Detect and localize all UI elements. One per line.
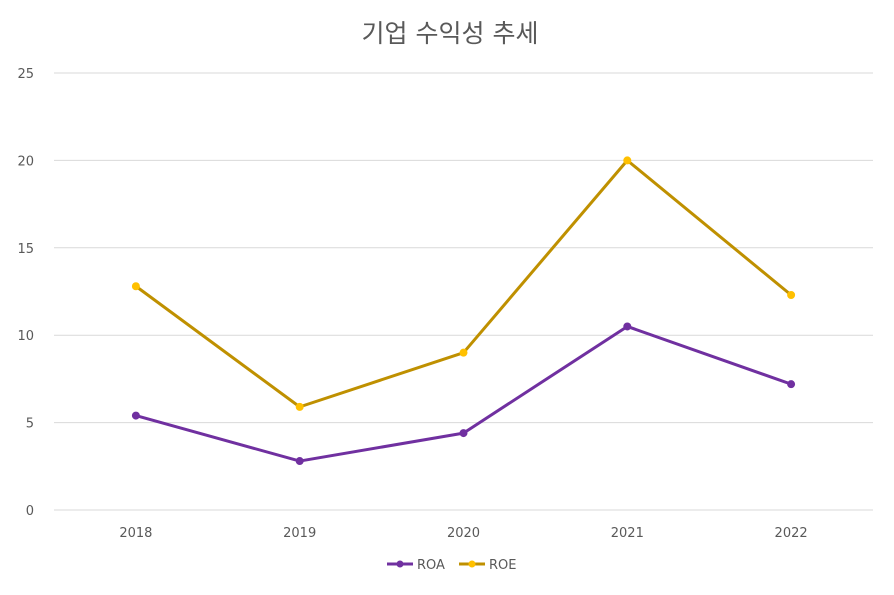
x-tick-label: 2021	[611, 526, 644, 541]
data-point-roa	[131, 411, 140, 420]
legend-label-roa: ROA	[417, 558, 445, 573]
series-lines	[131, 156, 796, 466]
data-point-roe	[623, 156, 632, 165]
y-tick-label: 10	[17, 329, 34, 344]
y-tick-label: 5	[26, 417, 34, 432]
chart-title: 기업 수익성 추세	[362, 19, 539, 48]
legend-marker-roa	[396, 560, 404, 568]
legend: ROA ROE	[387, 558, 516, 573]
data-point-roa	[459, 429, 468, 438]
x-tick-label: 2022	[775, 526, 808, 541]
x-tick-label: 2020	[447, 526, 480, 541]
y-tick-label: 0	[26, 504, 34, 519]
data-point-roe	[787, 290, 796, 299]
data-point-roa	[623, 322, 632, 331]
data-point-roe	[295, 402, 304, 411]
x-tick-label: 2019	[283, 526, 316, 541]
y-tick-label: 25	[17, 67, 34, 82]
y-axis-ticks: 0 5 10 15 20 25	[17, 67, 34, 519]
data-point-roa	[787, 380, 796, 389]
x-tick-label: 2018	[119, 526, 152, 541]
y-tick-label: 15	[17, 242, 34, 257]
legend-label-roe: ROE	[489, 558, 516, 573]
data-point-roa	[295, 457, 304, 466]
x-axis-ticks: 2018 2019 2020 2021 2022	[119, 526, 807, 541]
legend-marker-roe	[468, 560, 476, 568]
series-line-roe	[134, 158, 793, 409]
gridlines	[54, 72, 873, 511]
y-tick-label: 20	[17, 154, 34, 169]
data-point-roe	[131, 282, 140, 291]
data-point-roe	[459, 348, 468, 357]
series-line-roa	[134, 324, 793, 463]
